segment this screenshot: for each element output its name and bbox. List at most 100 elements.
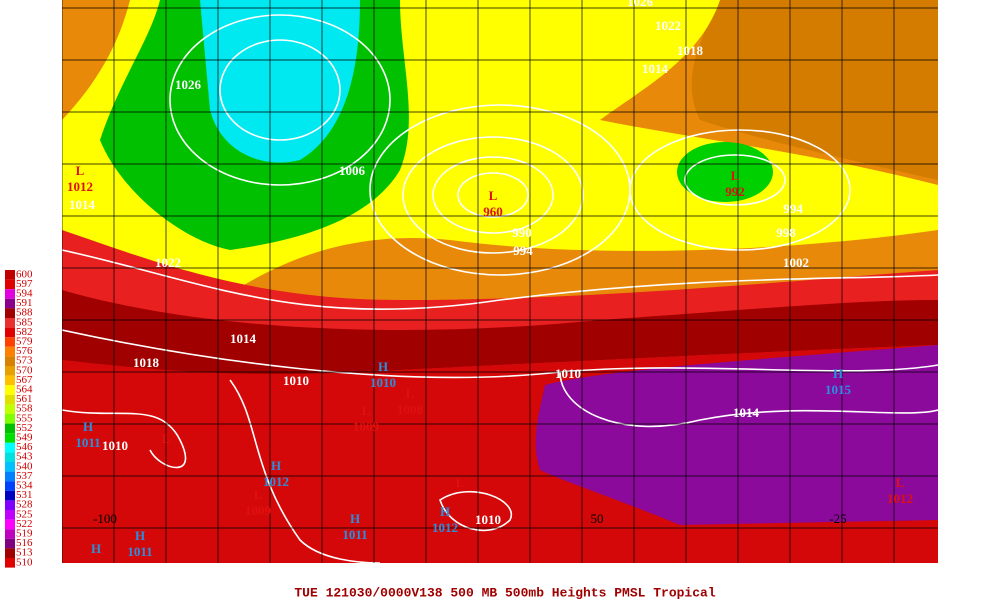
legend-label: 525: [16, 508, 33, 520]
isobar-label: 1010: [102, 438, 128, 453]
low-pressure: 1009: [353, 419, 380, 434]
isobar-label: 998: [776, 225, 796, 240]
high-pressure: 1012: [432, 520, 458, 535]
legend-label: 594: [16, 288, 33, 300]
legend-swatch: [5, 394, 15, 405]
legend-swatch: [5, 385, 15, 395]
isobar: [62, 329, 938, 379]
isobar: [62, 409, 187, 469]
legend-label: 552: [16, 422, 33, 434]
legend-swatch: [5, 423, 15, 434]
legend-swatch: [5, 327, 15, 338]
isobar-label: 1010: [283, 373, 309, 388]
high-pressure: 1011: [127, 544, 152, 559]
isobar: [219, 39, 341, 141]
legend-swatch: [5, 510, 15, 520]
high-pressure: 1011: [342, 527, 367, 542]
isobar-label: 994: [783, 201, 803, 216]
isobar-label: 1010: [475, 512, 501, 527]
isobar: [432, 156, 554, 234]
legend-label: 543: [16, 451, 33, 463]
legend-label: 513: [16, 547, 33, 559]
isobar-label: 1022: [155, 255, 181, 270]
high-symbol: H: [378, 359, 388, 374]
isobar-label: 1002: [783, 255, 809, 270]
legend-label: 570: [16, 364, 33, 376]
isobar: [457, 172, 529, 218]
legend-label: 528: [16, 499, 33, 511]
low-pressure: 1012: [887, 491, 913, 506]
legend-swatch: [5, 462, 15, 472]
dark-red-band: [62, 290, 938, 375]
legend-swatch: [5, 404, 15, 414]
isobar-label: 1026: [627, 0, 654, 9]
low-pressure: 960: [483, 204, 503, 219]
legend-label: 555: [16, 412, 33, 424]
footer-caption: TUE 121030/0000V138 500 MB 500mb Heights…: [294, 585, 715, 600]
legend-swatch: [5, 519, 15, 530]
high-symbol: H: [350, 511, 360, 526]
legend-label: 579: [16, 336, 33, 348]
legend-swatch: [5, 452, 15, 462]
isobars: [62, 14, 938, 563]
low-symbol: L: [362, 403, 371, 418]
high-pressure: 1012: [263, 474, 289, 489]
legend-label: 534: [16, 480, 33, 492]
isobar: [439, 490, 513, 532]
legend-swatch: [5, 318, 15, 328]
legend-label: 591: [16, 297, 33, 309]
isobar-label: 994: [513, 243, 533, 258]
isobar-label: 1018: [133, 355, 160, 370]
isobar-label: 1014: [642, 61, 669, 76]
isobar-label: 1006: [339, 163, 366, 178]
isobar: [402, 136, 584, 254]
map-area: [62, 0, 938, 563]
legend-swatch: [5, 529, 15, 539]
legend-label: 588: [16, 307, 33, 319]
legend-swatch: [5, 538, 15, 549]
legend-swatch: [5, 366, 15, 376]
isobar: [169, 14, 391, 186]
legend-label: 540: [16, 460, 33, 472]
low-symbol: L: [254, 487, 263, 502]
longitude-label: 50: [591, 511, 604, 526]
legend-swatch: [5, 375, 15, 386]
high-symbol: H: [833, 366, 843, 381]
longitude-label: -100: [93, 511, 117, 526]
legend-label: 573: [16, 355, 33, 367]
legend-swatch: [5, 356, 15, 366]
low-symbol: L: [162, 431, 171, 446]
isobar-label: 1014: [69, 197, 96, 212]
high-symbol: H: [83, 419, 93, 434]
isobar-label: 1018: [677, 43, 704, 58]
legend-label: 516: [16, 537, 33, 549]
green-blob: [677, 142, 773, 202]
purple-field: [535, 345, 938, 525]
legend-swatch: [5, 308, 15, 318]
low-pressure: 992: [725, 184, 745, 199]
isobar-label: 1010: [555, 366, 581, 381]
low-symbol: L: [896, 475, 905, 490]
low-pressure: 1012: [67, 179, 93, 194]
legend-label: 564: [16, 384, 33, 396]
low-symbol: L: [489, 188, 498, 203]
longitude-label: -25: [829, 511, 846, 526]
cyan-field: [200, 0, 360, 163]
high-pressure: 1015: [825, 382, 852, 397]
isobar-label: 1014: [733, 405, 760, 420]
legend-label: 600: [16, 268, 33, 280]
isobar: [62, 249, 938, 311]
isobar: [559, 371, 938, 428]
legend-swatch: [5, 471, 15, 482]
brown-field: [691, 0, 938, 180]
legend-label: 510: [16, 556, 33, 568]
high-symbol: H: [440, 504, 450, 519]
high-symbol: H: [271, 458, 281, 473]
high-symbol: H: [135, 528, 145, 543]
legend-swatch: [5, 298, 15, 309]
legend: 6005975945915885855825795765735705675645…: [5, 268, 33, 568]
legend-swatch: [5, 270, 15, 280]
legend-swatch: [5, 279, 15, 290]
legend-label: 567: [16, 374, 33, 386]
